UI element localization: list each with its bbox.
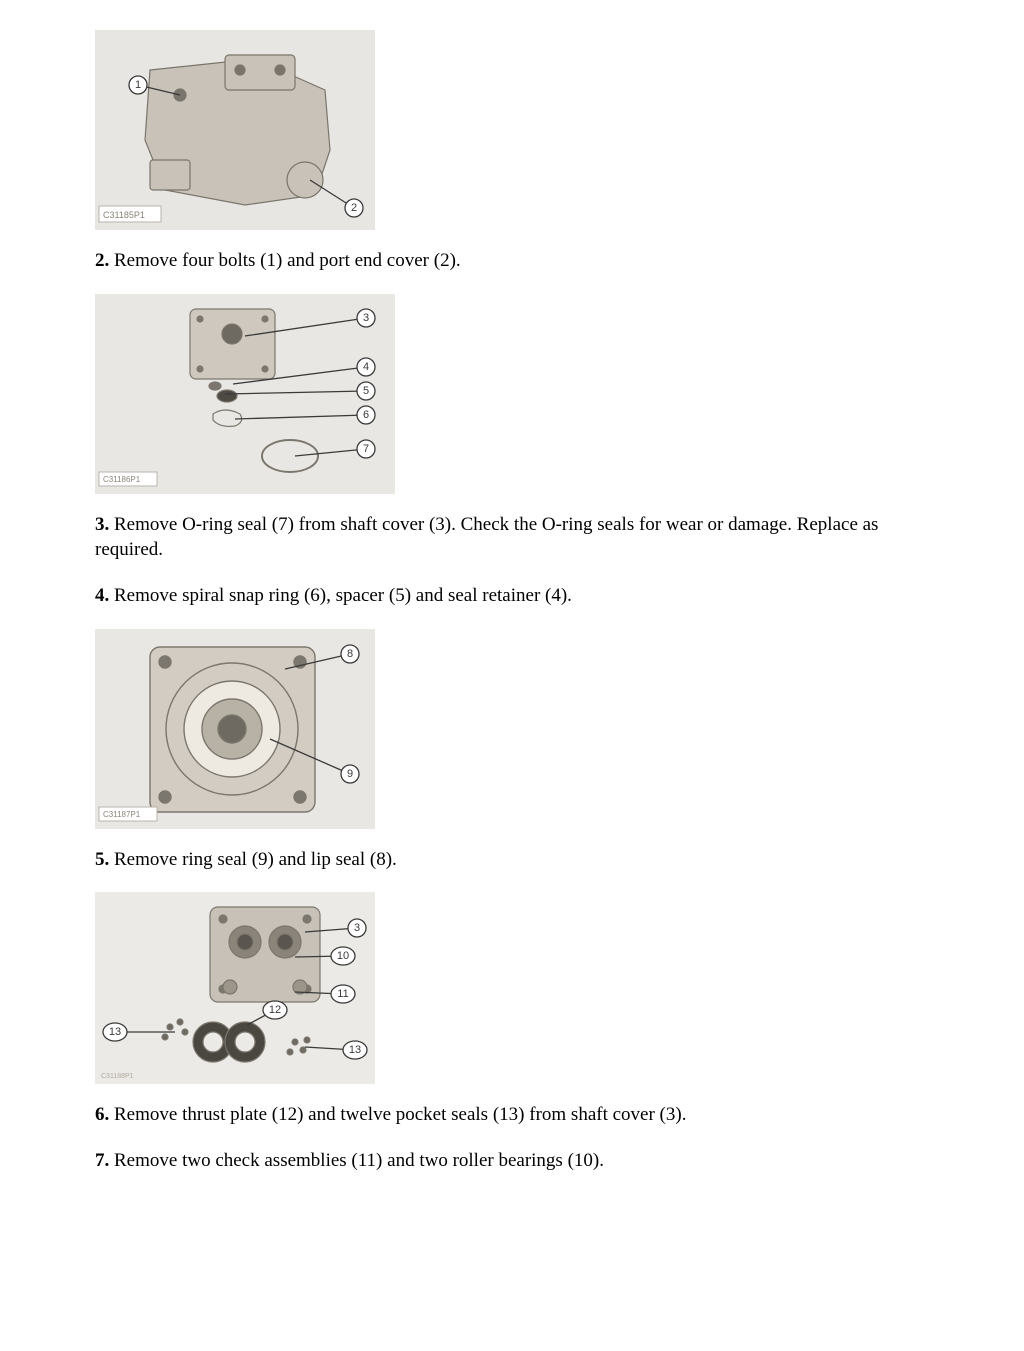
callout-number: 11 (337, 988, 348, 1000)
callout-number: 13 (109, 1026, 121, 1038)
figure-4-watermark: C31188P1 (101, 1073, 134, 1080)
figure-2-svg: C31186P1 3 4 5 6 7 (95, 294, 395, 494)
step-6-number: 6. (95, 1104, 109, 1125)
figure-4-svg: C31188P1 3 10 11 12 13 13 (95, 892, 375, 1084)
step-7: 7. Remove two check assemblies (11) and … (95, 1148, 929, 1174)
callout-number: 13 (349, 1044, 361, 1056)
figure-4: C31188P1 3 10 11 12 13 13 (95, 892, 929, 1084)
step-2-number: 2. (95, 250, 109, 271)
callout-number: 8 (347, 648, 353, 660)
step-7-number: 7. (95, 1150, 109, 1171)
step-5-number: 5. (95, 849, 109, 870)
callout-number: 3 (363, 312, 369, 324)
figure-1: C31185P1 1 2 (95, 30, 929, 230)
step-5-text: Remove ring seal (9) and lip seal (8). (109, 849, 397, 870)
figure-1-svg: C31185P1 1 2 (95, 30, 375, 230)
step-6: 6. Remove thrust plate (12) and twelve p… (95, 1102, 929, 1128)
step-4-text: Remove spiral snap ring (6), spacer (5) … (109, 585, 572, 606)
callout-number: 5 (363, 385, 369, 397)
step-2: 2. Remove four bolts (1) and port end co… (95, 248, 929, 274)
step-7-text: Remove two check assemblies (11) and two… (109, 1150, 604, 1171)
figure-3-svg: C31187P1 8 9 (95, 629, 375, 829)
callout-number: 1 (135, 79, 141, 91)
step-3-text: Remove O-ring seal (7) from shaft cover … (95, 514, 878, 561)
callout-number: 6 (363, 409, 369, 421)
step-6-text: Remove thrust plate (12) and twelve pock… (109, 1104, 686, 1125)
callout-number: 9 (347, 768, 353, 780)
figure-2: C31186P1 3 4 5 6 7 (95, 294, 929, 494)
callout-number: 2 (351, 202, 357, 214)
callout-number: 7 (363, 443, 369, 455)
figure-3-watermark: C31187P1 (103, 810, 141, 819)
figure-1-watermark: C31185P1 (103, 210, 145, 220)
figure-2-watermark: C31186P1 (103, 475, 141, 484)
callout-number: 3 (354, 922, 360, 934)
callout-number: 10 (337, 950, 349, 962)
callout-number: 12 (269, 1004, 281, 1016)
step-3: 3. Remove O-ring seal (7) from shaft cov… (95, 512, 929, 563)
figure-3: C31187P1 8 9 (95, 629, 929, 829)
step-3-number: 3. (95, 514, 109, 535)
step-2-text: Remove four bolts (1) and port end cover… (109, 250, 460, 271)
step-5: 5. Remove ring seal (9) and lip seal (8)… (95, 847, 929, 873)
step-4-number: 4. (95, 585, 109, 606)
document-page: C31185P1 12 2. Remove four bolts (1) and… (0, 0, 1024, 1253)
step-4: 4. Remove spiral snap ring (6), spacer (… (95, 583, 929, 609)
callout-number: 4 (363, 361, 369, 373)
